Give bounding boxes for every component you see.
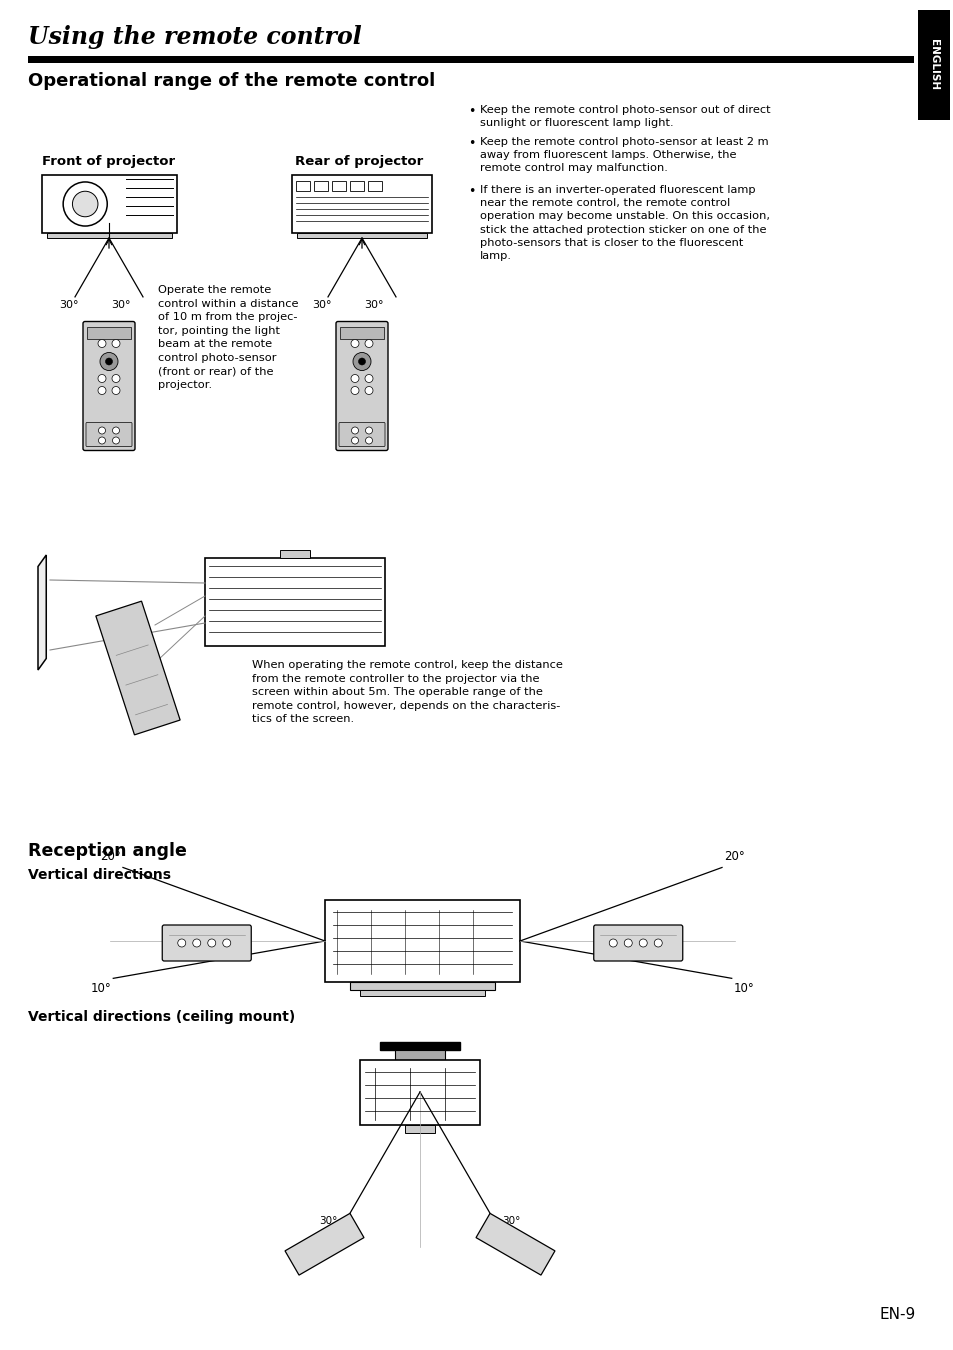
Text: 30°: 30° [59,300,79,310]
Circle shape [222,940,231,946]
Polygon shape [38,555,46,670]
Text: Vertical directions (ceiling mount): Vertical directions (ceiling mount) [28,1010,294,1025]
Text: Operate the remote
control within a distance
of 10 m from the projec-
tor, point: Operate the remote control within a dist… [158,285,298,390]
Bar [379,1042,459,1050]
Bar [325,900,519,981]
Bar [350,981,495,990]
Circle shape [98,374,106,382]
Text: 30°: 30° [319,1216,337,1226]
Circle shape [351,339,358,347]
Text: 30°: 30° [364,300,383,310]
FancyBboxPatch shape [162,925,251,961]
Polygon shape [285,1214,364,1276]
Text: If there is an inverter-operated fluorescent lamp
near the remote control, the r: If there is an inverter-operated fluores… [479,185,769,261]
Text: 10°: 10° [91,983,112,995]
Text: Front of projector: Front of projector [42,155,175,167]
Text: Keep the remote control photo-sensor at least 2 m
away from fluorescent lamps. O: Keep the remote control photo-sensor at … [479,136,768,173]
FancyBboxPatch shape [86,423,132,447]
Text: Using the remote control: Using the remote control [28,26,361,49]
Text: ENGLISH: ENGLISH [928,39,938,90]
Circle shape [98,427,106,433]
Bar [339,327,384,339]
Circle shape [365,386,373,394]
Text: Keep the remote control photo-sensor out of direct
sunlight or fluorescent lamp : Keep the remote control photo-sensor out… [479,105,770,128]
Circle shape [112,374,120,382]
Bar [42,176,177,234]
Circle shape [351,437,358,444]
Circle shape [208,940,215,946]
Bar [359,1060,479,1125]
Text: Operational range of the remote control: Operational range of the remote control [28,72,435,90]
Circle shape [365,427,372,433]
Text: 30°: 30° [502,1216,520,1226]
Circle shape [177,940,186,946]
Circle shape [112,437,119,444]
Text: 30°: 30° [312,300,332,310]
Circle shape [72,192,98,217]
Bar [314,181,328,190]
Circle shape [358,358,365,364]
Circle shape [351,427,358,433]
Text: Reception angle: Reception angle [28,842,187,860]
Text: Rear of projector: Rear of projector [294,155,423,167]
Text: 30°: 30° [112,300,131,310]
Circle shape [353,352,371,370]
Circle shape [639,940,646,946]
Text: 20°: 20° [723,850,744,864]
FancyBboxPatch shape [593,925,682,961]
Circle shape [98,437,106,444]
FancyBboxPatch shape [338,423,385,447]
Bar [47,234,172,238]
Text: •: • [468,185,475,198]
Circle shape [112,386,120,394]
Bar [350,181,364,190]
Circle shape [112,339,120,347]
Bar [332,181,346,190]
Bar [296,234,427,238]
Text: •: • [468,105,475,117]
Bar [87,327,131,339]
Bar [405,1125,435,1133]
Circle shape [193,940,200,946]
Circle shape [98,386,106,394]
Bar [280,549,310,558]
Bar [917,9,949,120]
Text: Vertical directions: Vertical directions [28,868,171,882]
Polygon shape [476,1214,555,1276]
Text: EN-9: EN-9 [879,1307,915,1322]
Circle shape [112,427,119,433]
Circle shape [365,374,373,382]
Circle shape [623,940,632,946]
Circle shape [98,339,106,347]
Circle shape [351,386,358,394]
Circle shape [351,374,358,382]
Polygon shape [95,601,180,734]
Circle shape [654,940,661,946]
Bar [292,176,432,234]
Circle shape [609,940,617,946]
Circle shape [365,437,372,444]
Bar [28,55,913,63]
FancyBboxPatch shape [83,321,135,451]
Bar [395,1050,444,1062]
Text: When operating the remote control, keep the distance
from the remote controller : When operating the remote control, keep … [252,660,562,725]
Circle shape [100,352,118,370]
Bar [359,990,484,996]
Text: 10°: 10° [733,983,754,995]
FancyBboxPatch shape [335,321,388,451]
Bar [295,181,310,190]
Text: 20°: 20° [100,850,121,864]
Circle shape [365,339,373,347]
Bar [368,181,381,190]
Text: •: • [468,136,475,150]
Bar [205,558,385,647]
Circle shape [106,358,112,364]
